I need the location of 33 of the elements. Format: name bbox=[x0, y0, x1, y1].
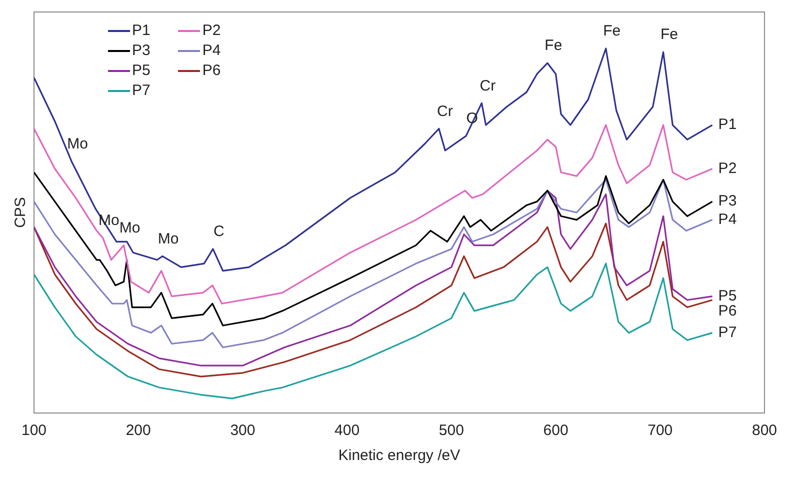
x-tick-label: 400 bbox=[334, 422, 360, 440]
annotation: Mo bbox=[67, 136, 88, 153]
legend-label: P1 bbox=[132, 22, 150, 39]
x-tick-label: 700 bbox=[648, 422, 673, 440]
text: P7 bbox=[718, 324, 737, 341]
x-axis-title: Kinetic energy /eV bbox=[338, 447, 460, 464]
text: P5 bbox=[718, 287, 737, 304]
legend-label: P4 bbox=[202, 42, 221, 59]
text: P1 bbox=[718, 116, 737, 134]
y-axis-title: CPS bbox=[12, 197, 30, 228]
text: P4 bbox=[718, 210, 737, 228]
legend-label: P6 bbox=[202, 62, 221, 79]
annotation: Mo bbox=[119, 219, 140, 236]
annotation: Mo bbox=[158, 230, 179, 248]
legend-label: P5 bbox=[132, 62, 150, 79]
annotation: Fe bbox=[544, 37, 562, 54]
x-tick-label: 300 bbox=[230, 422, 256, 440]
text: P6 bbox=[718, 302, 737, 320]
x-tick-label: 600 bbox=[543, 422, 568, 440]
text: P3 bbox=[718, 192, 737, 210]
annotation: C bbox=[214, 223, 225, 240]
annotation: Fe bbox=[603, 22, 621, 40]
annotation: Cr bbox=[436, 102, 453, 120]
text: P2 bbox=[718, 160, 737, 177]
legend-label: P2 bbox=[202, 22, 221, 39]
x-tick-label: 800 bbox=[752, 422, 777, 440]
legend-label: P3 bbox=[132, 42, 150, 59]
x-tick-label: 200 bbox=[126, 422, 151, 440]
annotation: Fe bbox=[660, 26, 678, 44]
annotation: Cr bbox=[480, 77, 496, 94]
legend-label: P7 bbox=[132, 82, 150, 99]
x-tick-label: 100 bbox=[21, 422, 47, 440]
x-tick-label: 500 bbox=[438, 422, 464, 440]
